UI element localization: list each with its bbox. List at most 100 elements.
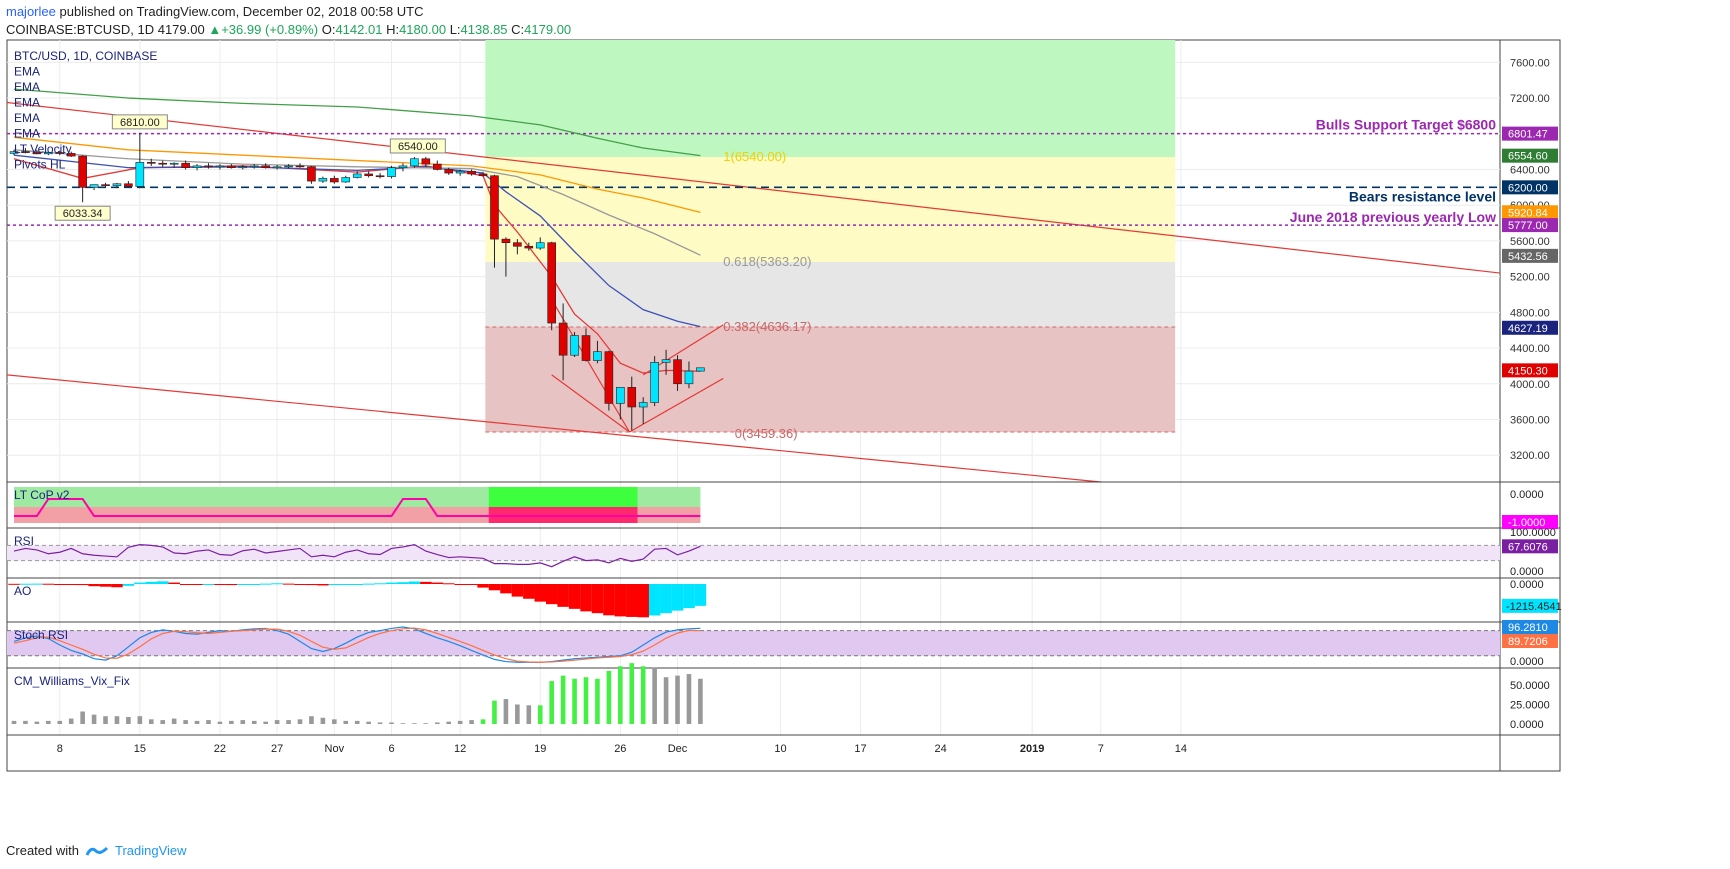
candle	[616, 387, 625, 404]
candle	[318, 178, 328, 182]
tradingview-brand[interactable]: TradingView	[114, 843, 187, 858]
candle	[570, 335, 579, 356]
candle	[513, 242, 522, 247]
vix-bar	[537, 705, 543, 724]
vix-bar	[526, 705, 532, 724]
candle	[604, 351, 614, 404]
vix-bar	[46, 720, 51, 724]
vix-bar	[171, 718, 177, 724]
indicator-badge	[1502, 598, 1558, 613]
candle	[227, 165, 236, 168]
candle	[112, 183, 122, 186]
vix-bar	[229, 720, 234, 724]
open-value: 4142.01	[335, 22, 383, 37]
x-tick-label: 17	[854, 743, 866, 755]
vix-bar	[503, 699, 509, 724]
price-badge	[1502, 320, 1558, 335]
price-badge	[1502, 248, 1558, 263]
vix-bar	[320, 717, 326, 724]
vix-bar	[663, 677, 669, 724]
vix-bar	[629, 663, 635, 724]
ao-bar	[340, 584, 352, 585]
ao-bar	[145, 581, 158, 584]
vix-bar	[560, 675, 566, 724]
price-badge	[1502, 205, 1558, 220]
candle	[684, 370, 694, 385]
vix-bar	[343, 720, 349, 724]
ao-bar	[328, 584, 341, 586]
legend-item: EMA	[14, 65, 40, 79]
ao-bar	[8, 583, 20, 585]
publish-line: majorlee published on TradingView.com, D…	[6, 4, 423, 19]
candle	[55, 152, 65, 154]
vix-bar	[469, 720, 474, 724]
candle	[444, 169, 454, 174]
ao-bar	[214, 584, 226, 585]
vix-bar	[366, 721, 371, 724]
wedge-line-a	[551, 374, 630, 433]
pivot-low-label-box	[54, 205, 111, 221]
candle	[261, 165, 270, 168]
fib-label-1: 1(6540.00)	[723, 149, 786, 164]
vix-bar	[434, 722, 440, 724]
vix-bar	[618, 666, 623, 724]
indicator-title: AO	[14, 584, 31, 598]
ao-bar	[76, 584, 89, 586]
author-link[interactable]: majorlee	[6, 4, 56, 19]
cop-strong-green	[488, 487, 638, 507]
close-value: 4179.00	[524, 22, 572, 37]
indicator-badge-label: 67.6076	[1508, 541, 1548, 553]
price-badge	[1502, 126, 1558, 141]
vix-bar	[549, 681, 554, 724]
ao-bar	[523, 584, 535, 599]
ao-bar	[99, 584, 112, 587]
candle	[352, 173, 362, 178]
legend-item: EMA	[14, 80, 40, 94]
x-tick-label: 19	[534, 743, 546, 755]
y-tick-label: 4400.00	[1510, 343, 1550, 355]
candle	[364, 173, 373, 177]
candle	[467, 170, 476, 175]
vix-bar	[423, 723, 429, 724]
pivot-high2-label-box	[389, 138, 446, 154]
indicator-axis-label: 50.0000	[1510, 680, 1550, 692]
candle	[661, 359, 671, 363]
ao-bar	[134, 582, 146, 584]
vix-bar	[354, 720, 360, 724]
ao-bar	[31, 583, 43, 585]
candle	[215, 165, 225, 168]
indicator-title: RSI	[14, 534, 34, 548]
vix-bar	[457, 720, 463, 724]
candle	[135, 162, 145, 187]
candle	[181, 162, 190, 168]
candle	[455, 170, 465, 174]
legend-item: EMA	[14, 111, 40, 125]
ao-bar	[500, 584, 512, 594]
june-low-label: June 2018 previous yearly Low	[1290, 209, 1496, 225]
price-badge-label: 4627.19	[1508, 323, 1548, 335]
indicator-axis-label: 0.0000	[1510, 489, 1544, 501]
ema-line	[13, 88, 701, 157]
legend-item: Pivots HL	[14, 158, 66, 172]
pivot-low-label: 6033.34	[63, 208, 103, 220]
candle	[387, 167, 396, 177]
vix-bar	[148, 719, 154, 724]
cop-line	[14, 498, 701, 517]
rsi-line	[13, 544, 701, 568]
ao-bar	[362, 583, 375, 585]
vix-bar	[389, 722, 394, 724]
indicator-title: LT CoP v2	[14, 488, 70, 502]
pivot-high-label: 6810.00	[120, 117, 160, 129]
candle	[558, 322, 568, 356]
ao-bar	[614, 584, 627, 617]
candle	[66, 153, 76, 157]
ao-bar	[694, 584, 707, 606]
candle	[478, 173, 488, 177]
candle	[101, 184, 110, 186]
ohlc-line: COINBASE:BTCUSD, 1D 4179.00 ▲+36.99 (+0.…	[6, 22, 572, 37]
ao-bar	[683, 584, 695, 609]
ao-bar	[454, 584, 466, 585]
ao-bar	[568, 584, 581, 609]
price-badge-label: 6554.60	[1508, 151, 1548, 163]
